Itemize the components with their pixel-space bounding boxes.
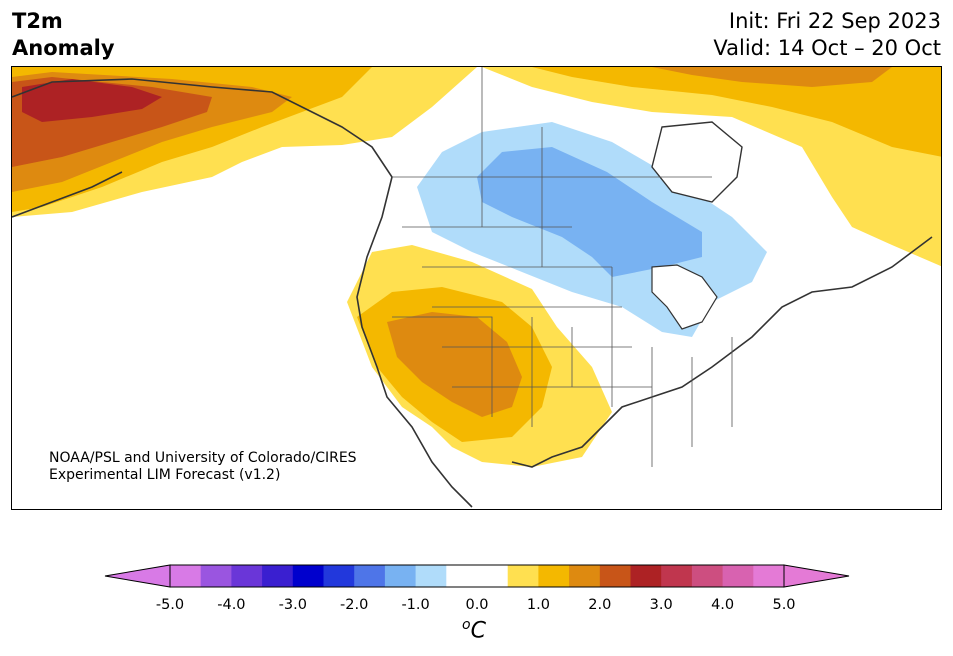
unit-letter: C xyxy=(470,618,486,644)
colorbar-tick-label: -2.0 xyxy=(340,597,369,613)
colorbar-segment xyxy=(630,565,662,587)
colorbar-segment xyxy=(599,565,631,587)
degree-symbol: o xyxy=(462,617,471,633)
colorbar-outline xyxy=(169,564,785,588)
colorbar-segment xyxy=(446,565,478,587)
colorbar-tick-label: -5.0 xyxy=(155,597,185,613)
colorbar-overflow-extension xyxy=(783,564,850,588)
great-lakes xyxy=(651,264,718,330)
colorbar xyxy=(104,564,850,588)
colorbar-segment xyxy=(384,565,417,587)
colorbar-segment xyxy=(477,565,509,587)
colorbar-segment xyxy=(292,565,324,587)
colorbar-tick-label: 5.0 xyxy=(772,597,796,613)
colorbar-segment xyxy=(753,565,785,587)
colorbar-tick-label: 4.0 xyxy=(711,597,735,613)
colorbar-tick-label: 0.0 xyxy=(465,597,489,613)
anomaly-map xyxy=(12,67,941,508)
colorbar-segment xyxy=(661,565,693,587)
anomaly-fill-minus1.5c xyxy=(477,147,702,277)
colorbar-segment xyxy=(262,565,294,587)
colorbar-segment xyxy=(722,565,754,587)
colorbar-segment xyxy=(415,565,447,587)
init-date: Init: Fri 22 Sep 2023 xyxy=(728,9,941,33)
title-line-anomaly: Anomaly xyxy=(12,36,115,60)
colorbar-segment xyxy=(323,565,355,587)
colorbar-tick-label: 2.0 xyxy=(588,597,612,613)
anomaly-fill-3c-alaska xyxy=(22,79,162,122)
state-borders xyxy=(392,67,733,467)
valid-range: Valid: 14 Oct – 20 Oct xyxy=(713,36,941,60)
colorbar-unit: oC xyxy=(462,617,486,643)
map-panel: NOAA/PSL and University of Colorado/CIRE… xyxy=(11,66,942,510)
anomaly-fill-2c-arctic xyxy=(652,67,892,87)
credit-text: NOAA/PSL and University of Colorado/CIRE… xyxy=(49,450,357,484)
colorbar-ticks: -5.0 -4.0 -3.0 -2.0 -1.0 0.0 1.0 2.0 3.0 4.0 5.0 xyxy=(0,597,953,617)
title-line-variable: T2m xyxy=(12,9,63,33)
credit-line-institution: NOAA/PSL and University of Colorado/CIRE… xyxy=(49,450,357,466)
credit-line-model: Experimental LIM Forecast (v1.2) xyxy=(49,467,281,483)
colorbar-segment xyxy=(170,565,202,587)
colorbar-segment xyxy=(231,565,263,587)
anomaly-fill-1.5c-arctic xyxy=(532,67,941,157)
colorbar-segment xyxy=(538,565,570,587)
colorbar-tick-label: -4.0 xyxy=(217,597,246,613)
forecast-dates: Init: Fri 22 Sep 2023 Valid: 14 Oct – 20… xyxy=(713,8,941,62)
hudson-bay xyxy=(651,121,743,203)
colorbar-tick-label: -1.0 xyxy=(401,597,430,613)
colorbar-segment xyxy=(354,565,386,587)
anomaly-fill-2c-southwest xyxy=(387,312,522,417)
colorbar-segment xyxy=(691,565,724,587)
colorbar-underflow-extension xyxy=(104,564,171,588)
map-title: T2m Anomaly xyxy=(12,8,115,62)
colorbar-tick-label: -3.0 xyxy=(278,597,307,613)
colorbar-segment xyxy=(569,565,601,587)
colorbar-tick-label: 3.0 xyxy=(649,597,673,613)
coastline xyxy=(12,78,933,508)
colorbar-tick-label: 1.0 xyxy=(526,597,550,613)
colorbar-segment xyxy=(200,565,232,587)
colorbar-segment xyxy=(507,565,539,587)
